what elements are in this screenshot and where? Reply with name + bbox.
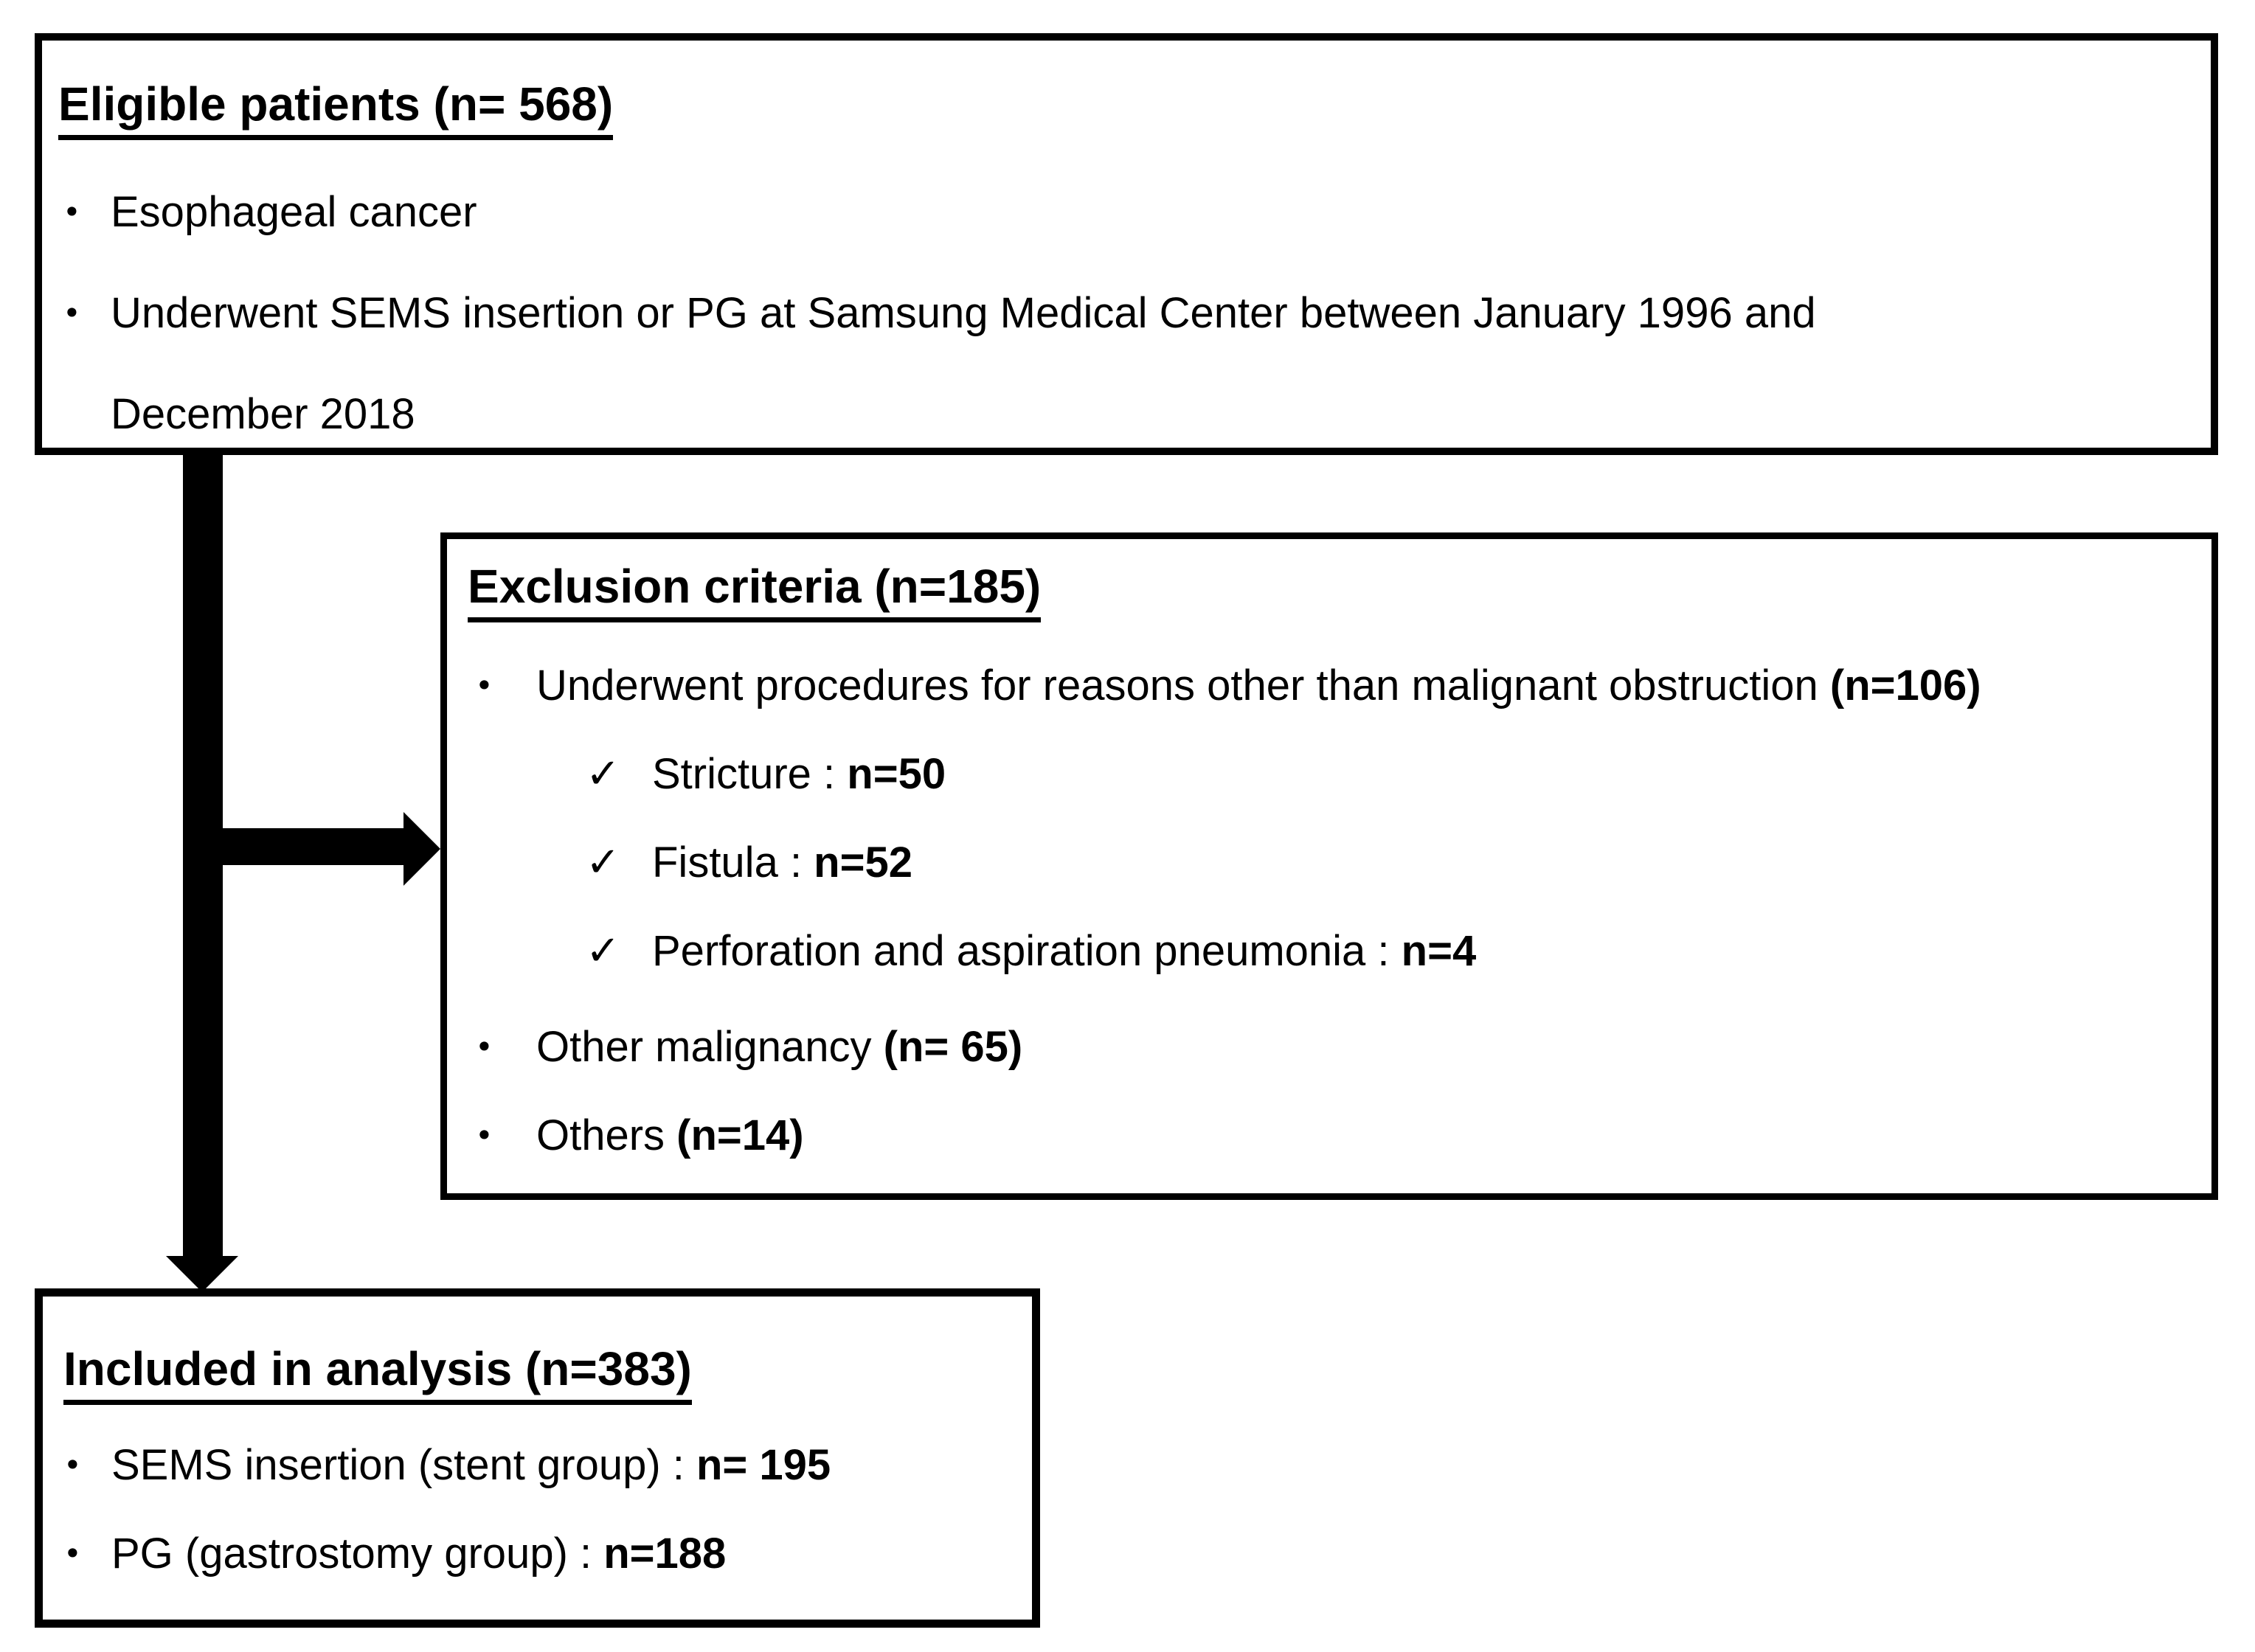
- list-item-text: PG (gastrostomy group) : n=188: [111, 1529, 727, 1578]
- list-item-text: Others (n=14): [536, 1111, 804, 1159]
- list-item: • SEMS insertion (stent group) : n= 195: [43, 1421, 1032, 1510]
- bullet-icon: •: [475, 1028, 493, 1065]
- list-item-continuation: December 2018: [42, 364, 2211, 465]
- list-item-text: Underwent procedures for reasons other t…: [536, 661, 1981, 709]
- check-list-item: ✓ Stricture : n=50: [447, 730, 2211, 819]
- check-list-item: ✓ Fistula : n=52: [447, 819, 2211, 907]
- list-item-text: Esophageal cancer: [111, 188, 477, 237]
- list-item: • Esophageal cancer: [42, 162, 2211, 263]
- exclusion-box-title: Exclusion criteria (n=185): [468, 560, 1042, 622]
- list-item-text: SEMS insertion (stent group) : n= 195: [111, 1440, 831, 1489]
- check-list-item: ✓ Perforation and aspiration pneumonia :…: [447, 907, 2211, 996]
- eligible-box-title: Eligible patients (n= 568): [58, 77, 614, 140]
- check-icon: ✓: [586, 838, 620, 886]
- list-item-text: Underwent SEMS insertion or PG at Samsun…: [111, 289, 1816, 338]
- list-item: • Underwent SEMS insertion or PG at Sams…: [42, 263, 2211, 364]
- included-in-analysis-box: Included in analysis (n=383) • SEMS inse…: [35, 1288, 1040, 1628]
- list-item-text: Stricture : n=50: [652, 749, 946, 798]
- list-item: • Other malignancy (n= 65): [447, 1003, 2211, 1092]
- bullet-icon: •: [63, 295, 81, 332]
- bullet-icon: •: [63, 1446, 82, 1483]
- branch-arrow-shaft: [204, 828, 403, 865]
- eligible-patients-box: Eligible patients (n= 568) • Esophageal …: [35, 33, 2218, 455]
- down-arrow-shaft: [183, 451, 223, 1257]
- bullet-icon: •: [63, 194, 81, 231]
- list-item-text: Perforation and aspiration pneumonia : n…: [652, 926, 1477, 975]
- list-item-text: December 2018: [111, 390, 415, 439]
- list-item-text: Other malignancy (n= 65): [536, 1022, 1023, 1071]
- list-item-text: Fistula : n=52: [652, 838, 912, 886]
- list-item: • PG (gastrostomy group) : n=188: [43, 1510, 1032, 1598]
- bullet-icon: •: [475, 1117, 493, 1153]
- included-box-title: Included in analysis (n=383): [63, 1342, 692, 1405]
- exclusion-criteria-box: Exclusion criteria (n=185) • Underwent p…: [440, 532, 2218, 1200]
- down-arrow-head: [166, 1256, 238, 1292]
- bullet-icon: •: [63, 1535, 82, 1572]
- list-item: • Underwent procedures for reasons other…: [447, 642, 2211, 730]
- list-item: • Others (n=14): [447, 1092, 2211, 1180]
- bullet-icon: •: [475, 667, 493, 704]
- check-icon: ✓: [586, 926, 620, 975]
- branch-arrow-head: [403, 812, 440, 886]
- check-icon: ✓: [586, 749, 620, 798]
